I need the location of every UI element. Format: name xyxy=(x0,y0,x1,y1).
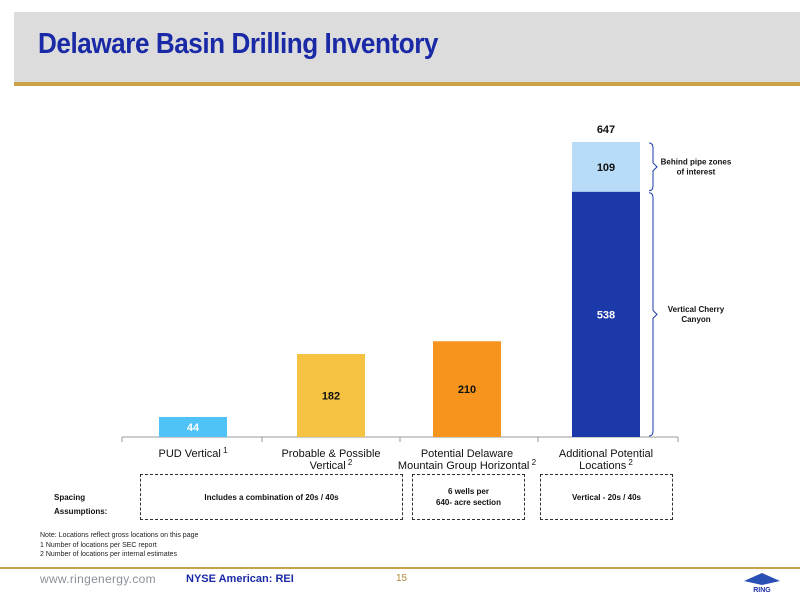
spacing-box1-text: Includes a combination of 20s / 40s xyxy=(204,492,339,502)
ring-logo: RING xyxy=(744,573,780,594)
logo-text: RING xyxy=(753,587,771,594)
category-label: Additional Potential Locations 2 xyxy=(559,448,653,472)
category-label: PUD Vertical 1 xyxy=(158,446,228,460)
spacing-box-pud-probable: Includes a combination of 20s / 40s xyxy=(140,474,403,520)
spacing-box-horizontal: 6 wells per 640- acre section xyxy=(412,474,525,520)
bar-value-label: 182 xyxy=(322,391,340,403)
spacing-box2-line2: 640- acre section xyxy=(436,498,501,507)
bar-segment xyxy=(433,341,501,437)
annotation-brace xyxy=(648,192,658,437)
bar-value-label: 538 xyxy=(597,309,615,321)
annotation-text: Canyon xyxy=(681,315,710,324)
page-number: 15 xyxy=(396,573,408,584)
slide-title: Delaware Basin Drilling Inventory xyxy=(38,28,438,60)
spacing-label-line1: Spacing xyxy=(54,493,86,502)
category-label: Potential Delaware Mountain Group Horizon… xyxy=(398,448,537,472)
spacing-assumptions-label: Spacing Assumptions: xyxy=(54,491,107,519)
annotation-text: of interest xyxy=(677,167,716,176)
annotation-text: Behind pipe zones xyxy=(661,157,732,166)
bar-segment xyxy=(159,416,227,437)
note-line-1: Note: Locations reflect gross locations … xyxy=(40,532,199,539)
footer-ticker: NYSE American: REI xyxy=(186,573,294,585)
spacing-box-additional: Vertical - 20s / 40s xyxy=(540,474,673,520)
annotation-brace xyxy=(648,142,658,192)
footnotes: Note: Locations reflect gross locations … xyxy=(40,531,198,560)
bar-segment xyxy=(572,142,640,192)
bar-segment xyxy=(572,191,640,437)
note-line-2: 1 Number of locations per SEC report xyxy=(40,541,157,549)
header-rule xyxy=(14,82,800,86)
note-line-3: 2 Number of locations per internal estim… xyxy=(40,551,177,558)
spacing-box2-line1: 6 wells per xyxy=(448,487,489,496)
bar-value-label: 210 xyxy=(458,384,476,396)
footer-website-link[interactable]: www.ringenergy.com xyxy=(40,572,156,586)
spacing-label-line2: Assumptions: xyxy=(54,507,108,516)
bar-value-label: 44 xyxy=(187,422,200,434)
bar-segment xyxy=(297,354,365,437)
annotation-text: Vertical Cherry xyxy=(668,305,725,314)
category-label: Probable & Possible Vertical 2 xyxy=(281,448,380,472)
header-band xyxy=(14,12,800,82)
bar-total-label: 647 xyxy=(597,124,615,136)
bar-value-label: 109 xyxy=(597,162,615,174)
spacing-box3-text: Vertical - 20s / 40s xyxy=(572,492,641,502)
logo-diamond-shape xyxy=(744,573,780,585)
footer-rule xyxy=(0,567,800,569)
